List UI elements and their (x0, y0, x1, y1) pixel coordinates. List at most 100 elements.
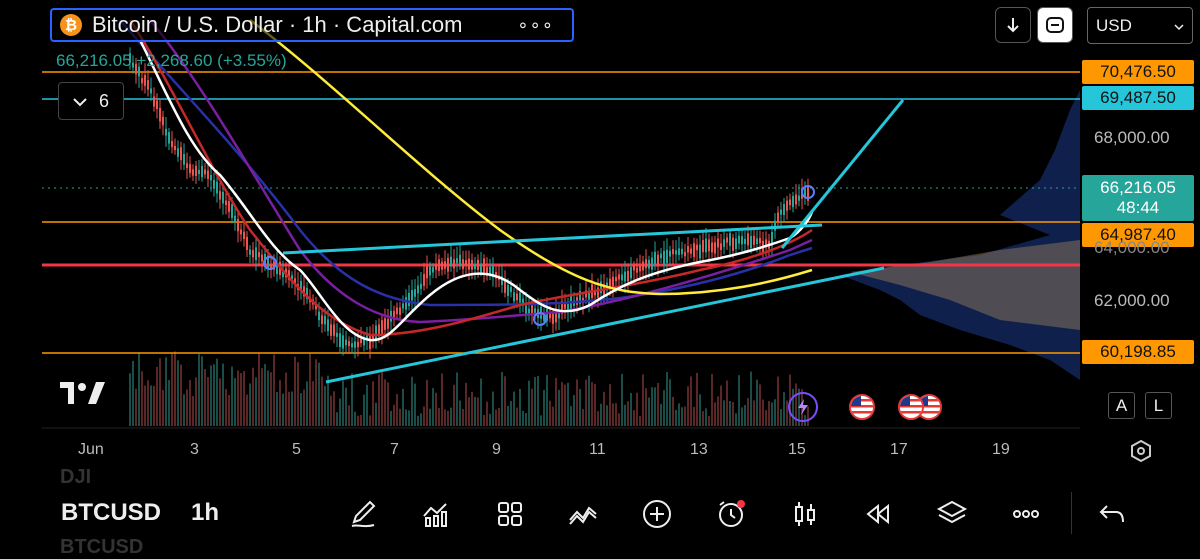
candle-body (720, 243, 722, 251)
drawing-pen-icon[interactable] (344, 494, 384, 534)
candle-body (636, 267, 638, 273)
candle-body (153, 96, 155, 107)
candle-body (633, 265, 635, 271)
indicators-icon[interactable] (416, 494, 456, 534)
volume-bar (477, 397, 479, 426)
candle-body (327, 319, 329, 332)
volume-bar (717, 396, 719, 426)
volume-bar (732, 402, 734, 426)
price-tick: 62,000.00 (1094, 291, 1170, 310)
fullscreen-icon[interactable] (1037, 7, 1073, 43)
indicators-collapse-toggle[interactable]: 6 (58, 82, 124, 120)
volume-bar (306, 381, 308, 426)
price-tag-orange[interactable]: 64,987.40 (1082, 223, 1194, 247)
trendline-upper[interactable] (282, 223, 823, 255)
volume-bar (300, 393, 302, 426)
us-flag-event-icon[interactable] (898, 394, 924, 420)
symbol-title-bar[interactable]: ₿ Bitcoin / U.S. Dollar · 1h · Capital.c… (50, 8, 574, 42)
volume-bar (384, 379, 386, 426)
volume-bar (603, 391, 605, 426)
volume-profile (840, 90, 1080, 380)
candle-body (744, 238, 746, 245)
candle-body (621, 274, 623, 281)
volume-bar (555, 378, 557, 426)
candle-body (693, 243, 695, 257)
volume-bar (303, 389, 305, 426)
volume-bar (525, 412, 527, 426)
volume-bar (699, 394, 701, 426)
log-scale-button[interactable]: L (1145, 392, 1172, 419)
trendline-projection[interactable] (780, 99, 905, 249)
candle-body (195, 165, 197, 177)
price-tag-orange[interactable]: 60,198.85 (1082, 340, 1194, 364)
time-axis-settings-icon[interactable] (1129, 439, 1153, 463)
candle-body (273, 259, 275, 270)
candle-body (249, 249, 251, 255)
auto-scale-button[interactable]: A (1108, 392, 1135, 419)
symbol-selector[interactable]: BTCUSD (61, 499, 161, 526)
price-tag-orange[interactable]: 70,476.50 (1082, 60, 1194, 84)
volume-bar (273, 354, 275, 426)
volume-bar (357, 415, 359, 426)
volume-bar (282, 393, 284, 426)
candle-body (414, 289, 416, 297)
more-options-icon[interactable]: ∘∘∘ (517, 14, 554, 35)
candle-body (231, 204, 233, 219)
volume-bar (378, 374, 380, 426)
candle-body (324, 315, 326, 325)
ma-white (138, 39, 814, 342)
volume-bar (534, 377, 536, 426)
chart-marker[interactable] (263, 256, 277, 270)
candle-body (684, 251, 686, 257)
candles-icon[interactable] (785, 494, 825, 534)
candle-body (156, 100, 158, 110)
alert-clock-icon[interactable] (711, 494, 751, 534)
volume-bar (675, 409, 677, 426)
volume-bar (219, 378, 221, 426)
candle-body (282, 269, 284, 278)
candle-body (759, 238, 761, 244)
price-tick: 68,000.00 (1094, 128, 1170, 147)
us-flag-event-icon[interactable] (849, 394, 875, 420)
candle-body (588, 292, 590, 305)
volume-bar (624, 404, 626, 426)
add-icon[interactable] (637, 494, 677, 534)
volume-bar (183, 394, 185, 426)
price-tag-cyan[interactable]: 69,487.50 (1082, 86, 1194, 110)
candle-body (516, 293, 518, 301)
volume-bar (756, 379, 758, 426)
candle-body (741, 236, 743, 245)
chart-type-icon[interactable] (563, 494, 603, 534)
chart-marker[interactable] (801, 185, 815, 199)
currency-select[interactable]: USD (1087, 7, 1193, 44)
volume-bar (744, 405, 746, 426)
candle-body (222, 192, 224, 204)
candle-body (543, 312, 545, 321)
time-label: 11 (589, 441, 606, 458)
download-arrow-icon[interactable] (995, 7, 1031, 43)
volume-bar (249, 383, 251, 426)
volume-bar (207, 377, 209, 426)
layers-icon[interactable] (932, 494, 972, 534)
candle-body (192, 169, 194, 176)
layout-grid-icon[interactable] (490, 494, 530, 534)
candle-body (648, 259, 650, 269)
volume-bar (243, 371, 245, 426)
replay-icon[interactable] (858, 494, 898, 534)
volume-bar (591, 382, 593, 426)
interval-selector[interactable]: 1h (191, 499, 220, 526)
volume-bar (633, 410, 635, 426)
more-icon[interactable] (1006, 494, 1046, 534)
volume-bar (768, 401, 770, 426)
volume-bar (288, 391, 290, 426)
undo-icon[interactable] (1092, 494, 1132, 534)
volume-bar (660, 403, 662, 426)
chart-marker[interactable] (533, 312, 547, 326)
volume-bar (570, 406, 572, 426)
candle-body (471, 260, 473, 270)
candle-body (558, 311, 560, 319)
candle-body (726, 237, 728, 243)
lightning-event-icon[interactable] (788, 392, 818, 422)
trendline-lower[interactable] (325, 266, 885, 384)
